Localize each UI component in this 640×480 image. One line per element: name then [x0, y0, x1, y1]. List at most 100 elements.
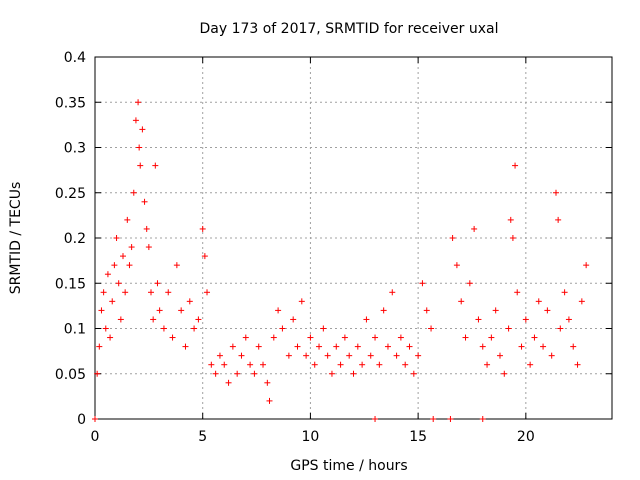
data-point — [122, 289, 129, 296]
data-point — [234, 370, 241, 377]
data-point — [522, 316, 529, 323]
data-point — [126, 262, 133, 269]
data-point — [264, 379, 271, 386]
data-point — [423, 307, 430, 314]
y-tick-label: 0.4 — [64, 50, 86, 66]
data-point — [402, 361, 409, 368]
data-point — [204, 289, 211, 296]
data-point — [303, 352, 310, 359]
data-point — [570, 343, 577, 350]
y-tick-label: 0.35 — [55, 95, 86, 111]
data-point — [350, 370, 357, 377]
data-point — [337, 361, 344, 368]
data-point — [130, 189, 137, 196]
data-point — [548, 352, 555, 359]
data-point — [393, 352, 400, 359]
data-point — [182, 343, 189, 350]
y-tick-label: 0.15 — [55, 276, 86, 292]
data-point — [372, 416, 379, 422]
data-point — [115, 280, 122, 287]
data-point — [225, 379, 232, 386]
data-point — [527, 361, 534, 368]
data-point — [156, 307, 163, 314]
data-point — [285, 352, 292, 359]
data-point — [501, 370, 508, 377]
data-point — [555, 216, 562, 223]
data-point — [471, 225, 478, 232]
data-point — [145, 244, 152, 251]
data-point — [279, 325, 286, 332]
data-point — [201, 253, 208, 260]
plot-frame — [94, 56, 613, 420]
data-point — [160, 325, 167, 332]
data-point — [113, 235, 120, 241]
data-point — [178, 307, 185, 314]
data-point — [475, 316, 482, 323]
data-point — [346, 352, 353, 359]
data-point — [242, 334, 249, 341]
data-point — [173, 262, 180, 269]
data-point — [578, 298, 585, 305]
data-point — [266, 397, 273, 404]
data-point — [406, 343, 413, 350]
axis-ticks — [94, 56, 612, 420]
data-point — [298, 298, 305, 305]
data-point — [117, 316, 124, 323]
data-point — [216, 352, 223, 359]
data-point — [466, 280, 473, 287]
data-point — [316, 343, 323, 350]
data-point — [449, 235, 456, 241]
data-point — [397, 334, 404, 341]
data-point — [488, 334, 495, 341]
data-point — [128, 244, 135, 251]
data-point — [260, 361, 267, 368]
data-point — [341, 334, 348, 341]
data-point — [544, 307, 551, 314]
data-point — [132, 117, 139, 124]
data-point — [311, 361, 318, 368]
chart-title: Day 173 of 2017, SRMTID for receiver uxa… — [199, 21, 498, 37]
data-point — [229, 343, 236, 350]
data-point — [419, 280, 426, 287]
data-point — [191, 325, 198, 332]
y-tick-label: 0.3 — [64, 141, 86, 157]
data-point — [367, 352, 374, 359]
x-tick-label: 10 — [302, 429, 320, 445]
y-axis-label: SRMTID / TECUs — [8, 182, 24, 295]
data-point — [479, 343, 486, 350]
data-point — [518, 343, 525, 350]
data-point — [275, 307, 282, 314]
data-point — [92, 416, 98, 422]
data-point — [505, 325, 512, 332]
data-point — [186, 298, 193, 305]
data-point — [540, 343, 547, 350]
data-point — [139, 126, 146, 133]
data-point — [415, 352, 422, 359]
data-points — [92, 99, 590, 422]
data-point — [111, 262, 118, 269]
data-point — [290, 316, 297, 323]
grid-lines — [95, 57, 612, 419]
data-point — [150, 316, 157, 323]
x-tick-label: 15 — [409, 429, 427, 445]
data-point — [557, 325, 564, 332]
data-point — [251, 370, 258, 377]
data-point — [428, 325, 435, 332]
data-point — [221, 361, 228, 368]
x-axis-label: GPS time / hours — [290, 458, 407, 474]
data-point — [137, 162, 144, 169]
data-point — [143, 225, 150, 232]
data-point — [154, 280, 161, 287]
data-point — [102, 325, 109, 332]
data-point — [372, 334, 379, 341]
data-point — [496, 352, 503, 359]
data-point — [324, 352, 331, 359]
x-tick-label: 5 — [198, 429, 207, 445]
data-point — [107, 334, 114, 341]
y-tick-label: 0.25 — [55, 186, 86, 202]
data-point — [410, 370, 417, 377]
x-tick-label: 0 — [91, 429, 100, 445]
data-point — [104, 271, 111, 278]
y-tick-label: 0.05 — [55, 367, 86, 383]
